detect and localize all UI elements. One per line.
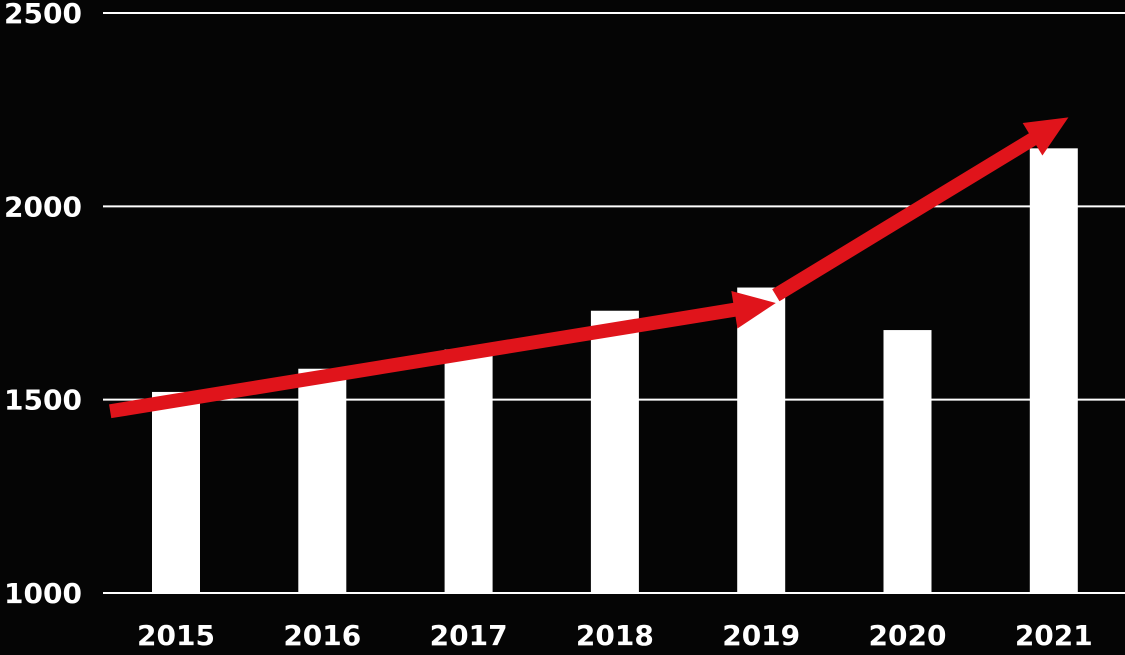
bar-2016 — [298, 368, 347, 593]
trend-arrow-2 — [772, 117, 1069, 302]
trend-arrow-shaft — [109, 302, 738, 419]
trend-arrow-head — [731, 290, 776, 329]
x-tick-label: 2018 — [576, 619, 654, 652]
trend-arrow-1 — [109, 290, 776, 419]
x-tick-label: 2020 — [869, 619, 947, 652]
bar-2017 — [444, 349, 493, 593]
y-tick-label: 1500 — [4, 384, 82, 417]
trend-arrows — [109, 117, 1069, 419]
bar-2019 — [737, 287, 786, 593]
bar-2015 — [152, 391, 200, 593]
x-axis-ticks: 2015 2016 2017 2018 2019 2020 2021 — [137, 619, 1093, 652]
bar-2018 — [590, 310, 639, 593]
bars — [152, 148, 1078, 594]
bar-2020 — [883, 330, 932, 593]
y-axis-ticks: 1000 1500 2000 2500 — [4, 0, 82, 610]
x-tick-label: 2021 — [1015, 619, 1093, 652]
y-tick-label: 2000 — [4, 190, 82, 223]
x-tick-label: 2016 — [283, 619, 361, 652]
x-tick-label: 2015 — [137, 619, 215, 652]
bar-2021 — [1029, 148, 1078, 594]
y-tick-label: 2500 — [4, 0, 82, 30]
trend-arrow-shaft — [772, 132, 1038, 302]
trend-arrow-head — [1022, 117, 1069, 156]
x-tick-label: 2017 — [430, 619, 508, 652]
x-tick-label: 2019 — [722, 619, 800, 652]
y-tick-label: 1000 — [4, 577, 82, 610]
